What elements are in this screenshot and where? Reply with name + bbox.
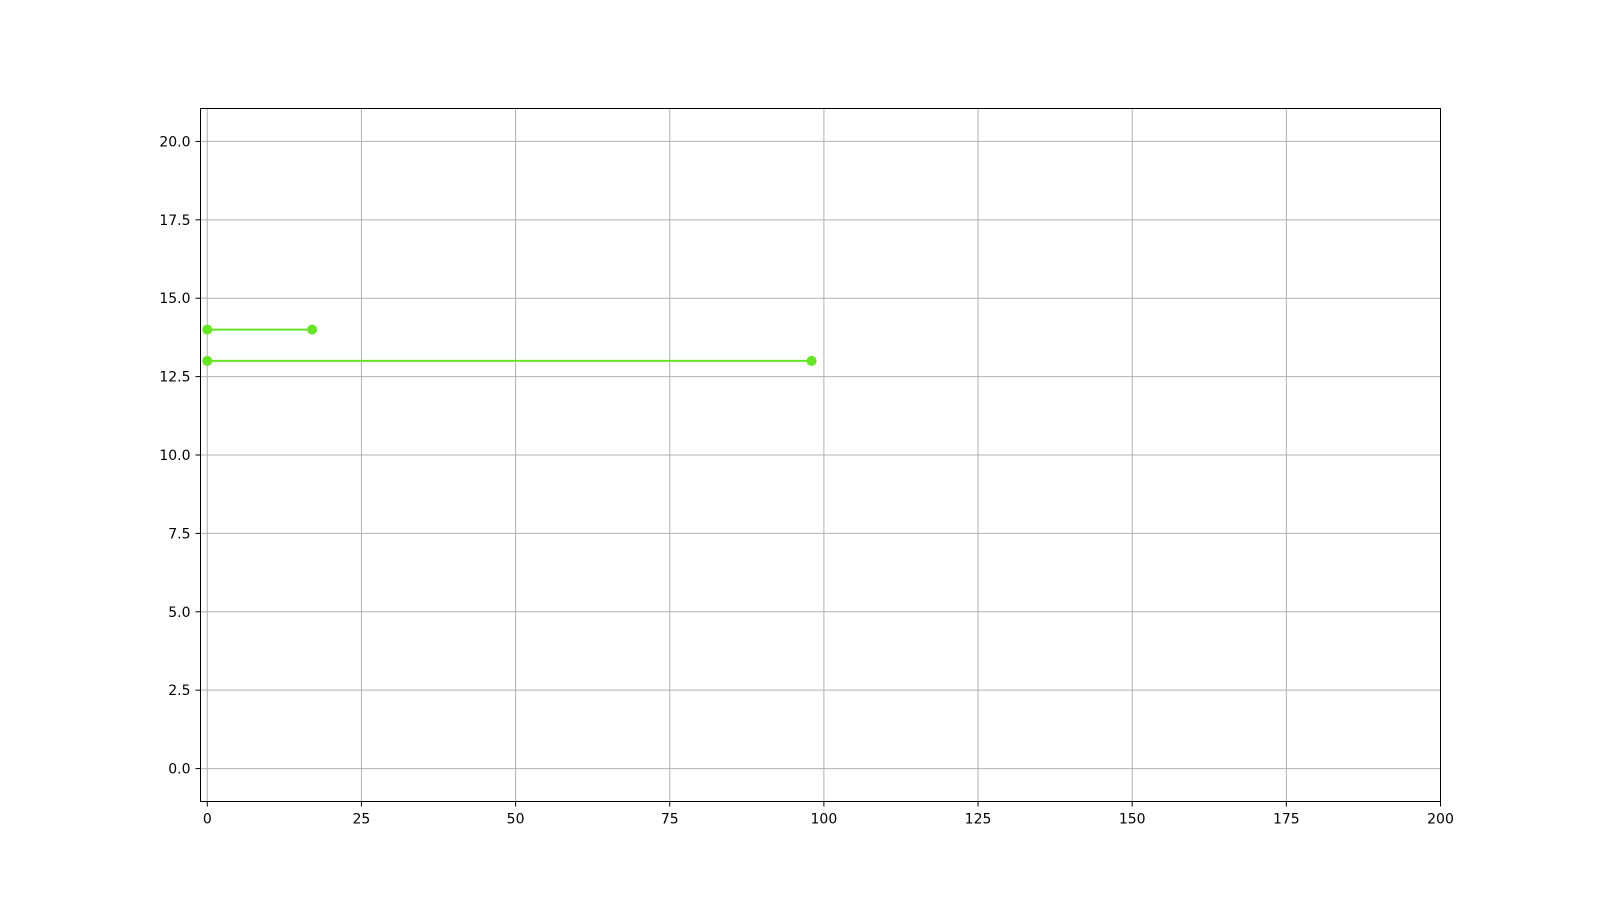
x-tick-label: 175: [1273, 812, 1300, 828]
x-tick-label: 75: [661, 812, 679, 828]
x-tick-label: 50: [507, 812, 525, 828]
series-marker-segment-lower: [202, 355, 213, 366]
y-tick-label: 17.5: [159, 213, 190, 229]
y-tick-label: 2.5: [168, 683, 190, 699]
x-tick-label: 150: [1119, 812, 1146, 828]
x-tick-label: 125: [965, 812, 992, 828]
x-tick-label: 100: [811, 812, 838, 828]
y-tick-label: 20.0: [159, 134, 190, 150]
series-marker-segment-lower: [806, 355, 817, 366]
y-tick-label: 7.5: [168, 526, 190, 542]
x-tick-label: 0: [203, 812, 212, 828]
y-tick-label: 10.0: [159, 448, 190, 464]
y-tick-label: 15.0: [159, 291, 190, 307]
series-marker-segment-upper: [307, 324, 318, 335]
y-tick-label: 0.0: [168, 762, 190, 778]
x-tick-label: 200: [1427, 812, 1454, 828]
series-marker-segment-upper: [202, 324, 213, 335]
y-tick-label: 5.0: [168, 605, 190, 621]
y-tick-label: 12.5: [159, 370, 190, 386]
x-tick-label: 25: [353, 812, 371, 828]
